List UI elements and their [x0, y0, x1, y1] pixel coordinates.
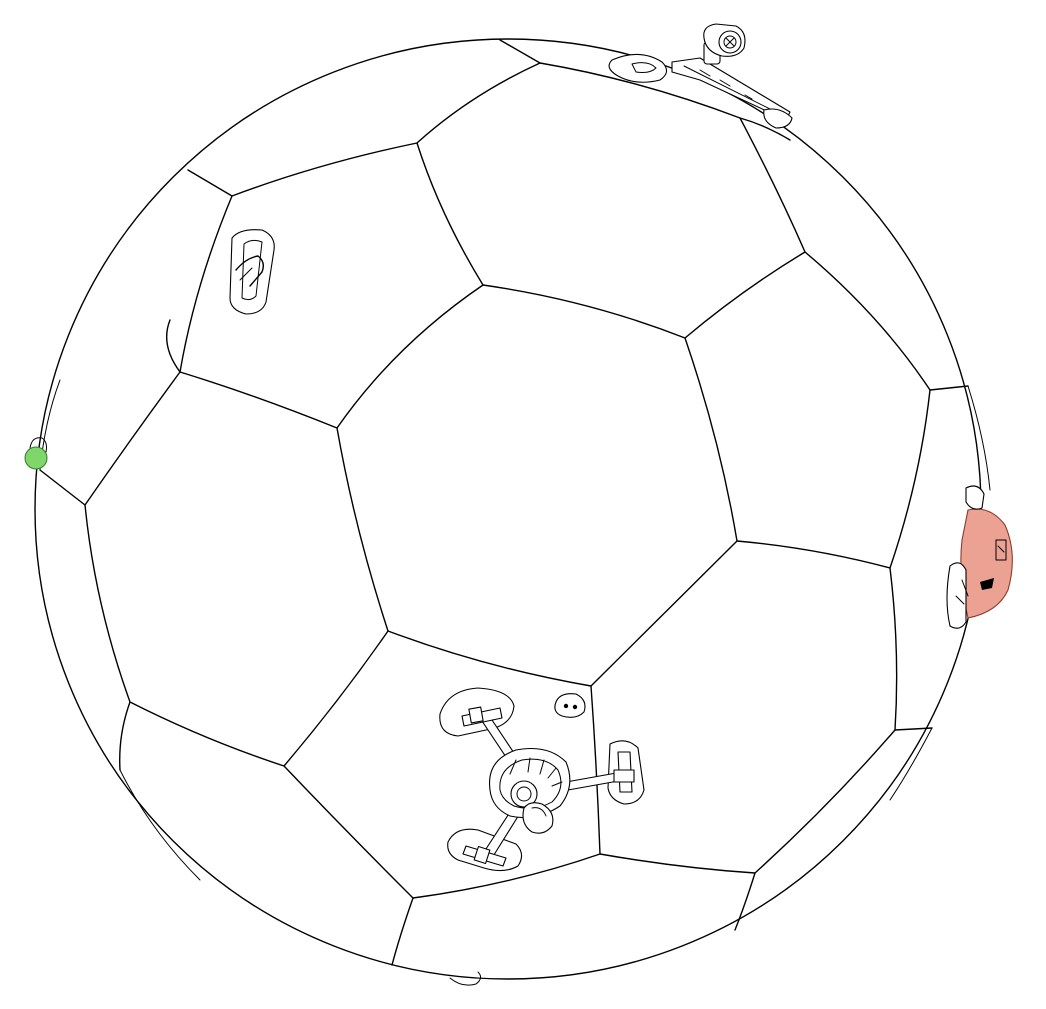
upper-left-pentagon-seam [179, 142, 484, 429]
lower-right-hexagon-seam [590, 567, 898, 874]
sphere-outline [34, 38, 982, 980]
bottom-foot [449, 971, 482, 986]
handle-pad [229, 229, 275, 315]
red-cap-clip-top [965, 485, 985, 510]
rim-seams [39, 379, 991, 881]
tripod-knob [522, 802, 554, 834]
tripod-sensor [554, 693, 586, 718]
red-cap-side-pad [946, 562, 967, 629]
outer-seams [39, 39, 969, 966]
upper-left-handle [229, 229, 275, 315]
red-cap-shape [960, 508, 1013, 619]
central-hexagon-seam [336, 284, 738, 687]
green-marker-dot [24, 446, 48, 470]
right-red-cap [946, 485, 1013, 629]
top-camera-mount [608, 23, 793, 129]
left-hexagon-seam [84, 371, 285, 767]
left-green-marker [24, 437, 48, 470]
handle-grip [235, 255, 265, 287]
bottom-pentagon-seam [283, 630, 601, 899]
bottom-tripod-mount [439, 687, 645, 872]
mount-pad-left [608, 53, 668, 83]
right-pentagon-seam [736, 251, 931, 569]
panel-seams [39, 39, 991, 966]
top-hexagon-seam [416, 62, 806, 339]
mount-pad-right [763, 108, 793, 129]
